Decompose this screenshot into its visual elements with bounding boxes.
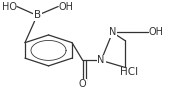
- Text: HO: HO: [2, 2, 17, 12]
- Text: HCl: HCl: [120, 67, 138, 77]
- Text: OH: OH: [148, 28, 163, 37]
- Text: N: N: [109, 28, 116, 37]
- Text: N: N: [97, 55, 105, 65]
- Text: OH: OH: [58, 2, 73, 12]
- Text: B: B: [33, 11, 41, 20]
- Text: O: O: [79, 79, 86, 89]
